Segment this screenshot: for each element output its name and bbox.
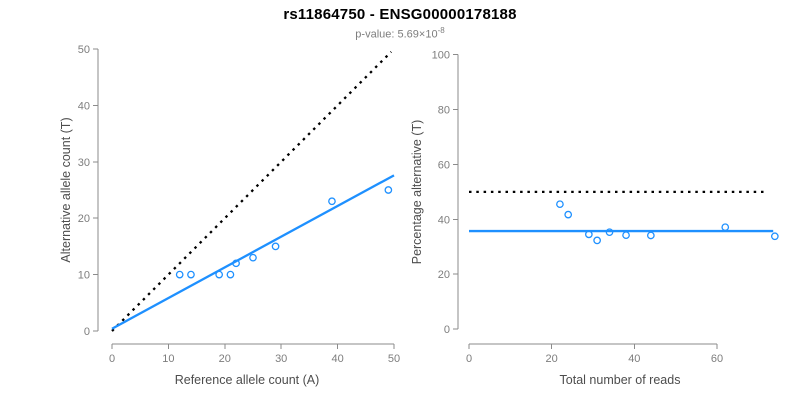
x-axis-title: Total number of reads bbox=[560, 373, 681, 387]
y-axis-tick-label: 0 bbox=[444, 324, 450, 336]
data-point bbox=[593, 236, 601, 245]
y-axis-tick-label: 20 bbox=[78, 213, 90, 225]
y-axis-title: Alternative allele count (T) bbox=[59, 117, 73, 262]
y-axis-tick-label: 40 bbox=[78, 100, 90, 112]
y-axis-tick-label: 30 bbox=[78, 157, 90, 169]
x-axis-tick-label: 20 bbox=[219, 353, 231, 365]
data-point bbox=[187, 270, 195, 279]
x-axis-tick-label: 0 bbox=[109, 353, 115, 365]
figure-header: rs11864750 - ENSG00000178188 p-value: 5.… bbox=[0, 6, 800, 41]
data-point bbox=[564, 210, 573, 219]
x-axis-tick-label: 0 bbox=[466, 353, 472, 365]
x-axis-tick-label: 40 bbox=[628, 353, 640, 365]
data-point bbox=[232, 259, 240, 268]
x-axis-tick-label: 50 bbox=[388, 353, 400, 365]
y-axis-title: Percentage alternative (T) bbox=[410, 120, 424, 265]
regression-line bbox=[111, 174, 395, 330]
y-axis-tick-label: 0 bbox=[84, 326, 90, 338]
y-axis-tick-label: 10 bbox=[78, 270, 90, 282]
identity-line bbox=[111, 51, 392, 332]
x-axis-tick-label: 30 bbox=[275, 353, 287, 365]
x-axis-tick-label: 20 bbox=[546, 353, 558, 365]
p-value-exponent: -8 bbox=[437, 26, 445, 35]
data-point bbox=[328, 197, 336, 206]
p-value-subtitle: p-value: 5.69×10-8 bbox=[0, 26, 800, 41]
x-axis-tick-label: 40 bbox=[331, 353, 343, 365]
data-point bbox=[605, 228, 614, 237]
x-axis-title: Reference allele count (A) bbox=[175, 373, 320, 387]
data-point bbox=[249, 253, 257, 262]
data-point bbox=[175, 270, 184, 279]
data-point bbox=[215, 270, 224, 279]
y-axis-tick-label: 20 bbox=[438, 269, 450, 281]
percentage-alternative-scatter: 0 20 40 60 80 100 0 20 40 60 Total number of reads… bbox=[410, 50, 779, 387]
y-axis-tick-label: 50 bbox=[78, 44, 90, 56]
data-point bbox=[226, 270, 235, 279]
figure-title: rs11864750 - ENSG00000178188 bbox=[283, 6, 517, 23]
data-point bbox=[721, 223, 730, 232]
allele-count-scatter: 0 10 20 30 40 50 0 10 20 30 40 50 Reference allele c… bbox=[59, 44, 400, 387]
data-point bbox=[770, 232, 779, 241]
data-point bbox=[647, 231, 655, 240]
data-point bbox=[585, 230, 593, 239]
data-point bbox=[622, 231, 630, 240]
data-point bbox=[384, 186, 393, 194]
y-axis-tick-label: 100 bbox=[432, 50, 450, 62]
data-point bbox=[271, 242, 280, 251]
x-axis-tick-label: 10 bbox=[162, 353, 174, 365]
p-value-base: p-value: 5.69×10 bbox=[355, 28, 438, 41]
data-point bbox=[556, 200, 564, 209]
y-axis-tick-label: 40 bbox=[438, 214, 450, 226]
y-axis-tick-label: 80 bbox=[438, 105, 450, 117]
y-axis-tick-label: 60 bbox=[438, 159, 450, 171]
x-axis-tick-label: 60 bbox=[711, 353, 723, 365]
